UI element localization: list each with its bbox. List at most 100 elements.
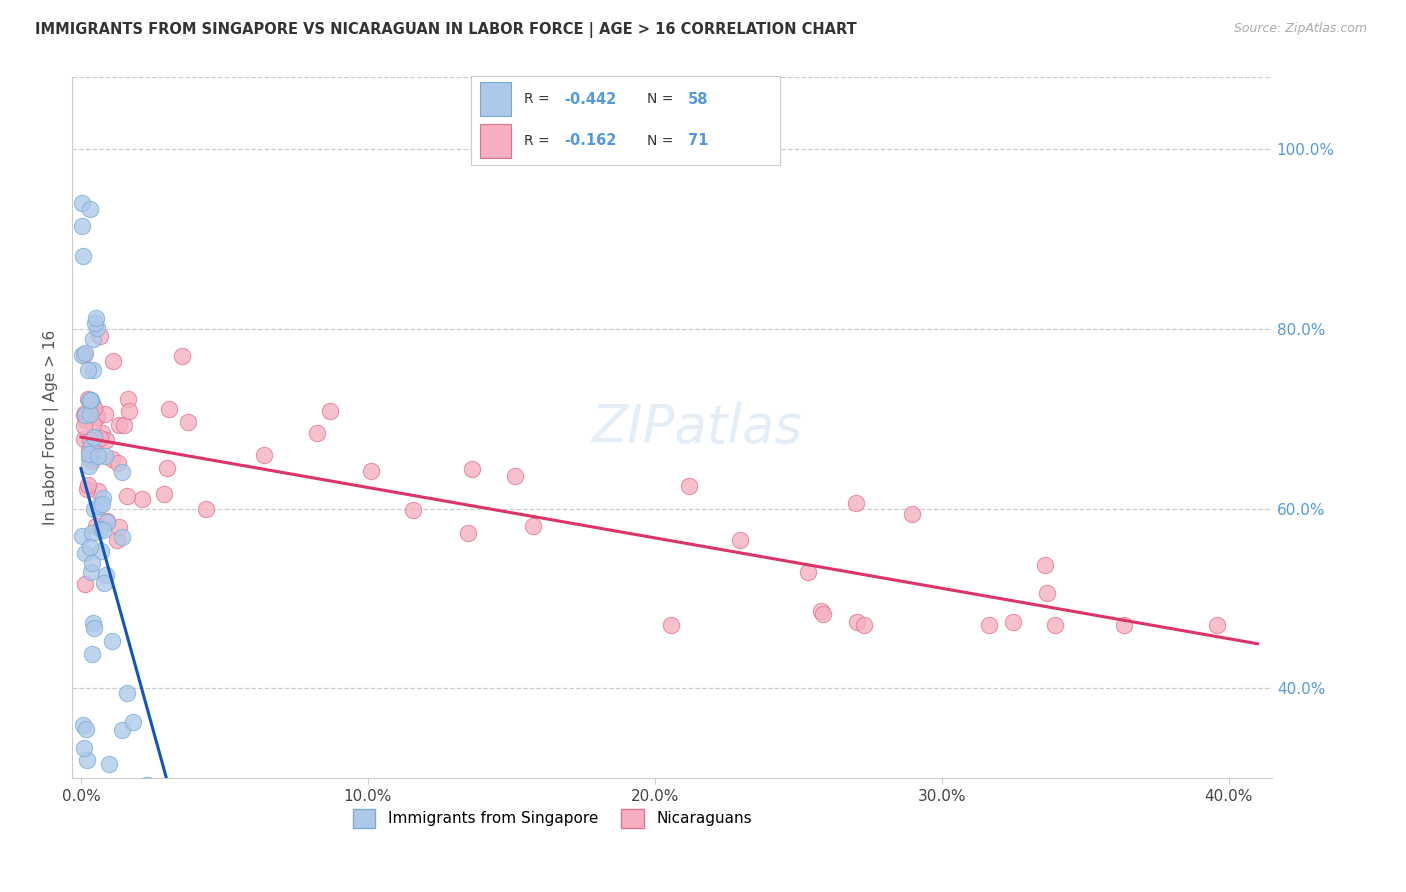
Point [80, 647, 103, 661]
Point [73, 418, 96, 433]
Point [76, 880, 98, 892]
Point [76, 483, 98, 497]
Point [522, 519, 544, 533]
Point [852, 618, 875, 632]
Point [811, 607, 834, 621]
Point [457, 526, 479, 541]
Point [97, 757, 120, 772]
Point [79, 433, 101, 447]
Point [72, 348, 94, 362]
Point [72, 822, 94, 836]
Point [318, 404, 340, 418]
Point [1045, 618, 1067, 632]
Point [845, 615, 868, 629]
Point [194, 501, 217, 516]
Point [96, 433, 118, 447]
Point [73, 345, 96, 359]
Point [82, 615, 104, 630]
Point [80, 566, 103, 580]
Point [84, 311, 107, 326]
Point [108, 520, 131, 534]
Point [80, 526, 103, 541]
Text: IMMIGRANTS FROM SINGAPORE VS NICARAGUAN IN LABOR FORCE | AGE > 16 CORRELATION CH: IMMIGRANTS FROM SINGAPORE VS NICARAGUAN … [35, 22, 856, 38]
Point [83, 621, 105, 635]
Point [101, 354, 124, 368]
Point [87, 450, 110, 464]
Point [360, 464, 382, 478]
Text: -0.162: -0.162 [564, 134, 616, 148]
Point [72, 718, 94, 732]
Point [94, 450, 117, 464]
Point [83, 502, 105, 516]
Point [678, 479, 700, 493]
Point [461, 462, 484, 476]
Point [810, 604, 832, 618]
Point [105, 533, 128, 547]
Point [76, 723, 98, 737]
Point [72, 250, 94, 264]
Point [82, 417, 104, 431]
Point [75, 406, 97, 420]
Point [156, 461, 179, 475]
Point [77, 442, 100, 457]
Point [89, 329, 111, 343]
Point [72, 529, 94, 543]
Point [1036, 586, 1059, 600]
Point [659, 618, 682, 632]
Point [90, 426, 112, 441]
Point [86, 321, 108, 335]
Point [1112, 618, 1135, 632]
Point [305, 426, 328, 441]
Point [73, 741, 96, 756]
Point [115, 686, 138, 700]
Text: R =: R = [523, 92, 554, 106]
Point [1206, 618, 1229, 632]
Point [76, 478, 98, 492]
Point [77, 451, 100, 466]
Point [82, 557, 104, 571]
Point [80, 396, 103, 410]
Y-axis label: In Labor Force | Age > 16: In Labor Force | Age > 16 [44, 330, 59, 525]
Point [83, 430, 105, 444]
Point [80, 448, 103, 462]
Point [77, 394, 100, 409]
Point [153, 486, 176, 500]
Point [86, 410, 108, 425]
Point [796, 565, 818, 579]
Text: ZIPatlas: ZIPatlas [591, 401, 801, 454]
Point [84, 435, 107, 450]
Point [91, 497, 114, 511]
Point [170, 349, 193, 363]
Point [177, 415, 200, 429]
Point [77, 392, 100, 406]
Point [108, 417, 131, 432]
Point [503, 468, 526, 483]
Point [79, 202, 101, 216]
Point [89, 544, 111, 558]
Point [77, 447, 100, 461]
Point [82, 363, 104, 377]
Point [91, 491, 114, 506]
FancyBboxPatch shape [481, 124, 512, 158]
Point [135, 779, 157, 793]
Point [1033, 558, 1056, 572]
Point [82, 333, 104, 347]
Point [1002, 615, 1025, 629]
Point [86, 483, 108, 498]
Point [72, 219, 94, 233]
Point [111, 530, 134, 544]
Point [73, 408, 96, 422]
Point [96, 515, 118, 529]
Point [728, 533, 751, 547]
Point [93, 575, 115, 590]
Text: -0.442: -0.442 [564, 92, 616, 106]
Point [131, 491, 153, 506]
Text: N =: N = [647, 134, 678, 148]
Point [96, 514, 118, 528]
Point [117, 392, 139, 407]
Point [402, 502, 425, 516]
Point [82, 454, 104, 468]
Point [977, 618, 1000, 632]
Text: 58: 58 [688, 92, 709, 106]
Text: N =: N = [647, 92, 678, 106]
